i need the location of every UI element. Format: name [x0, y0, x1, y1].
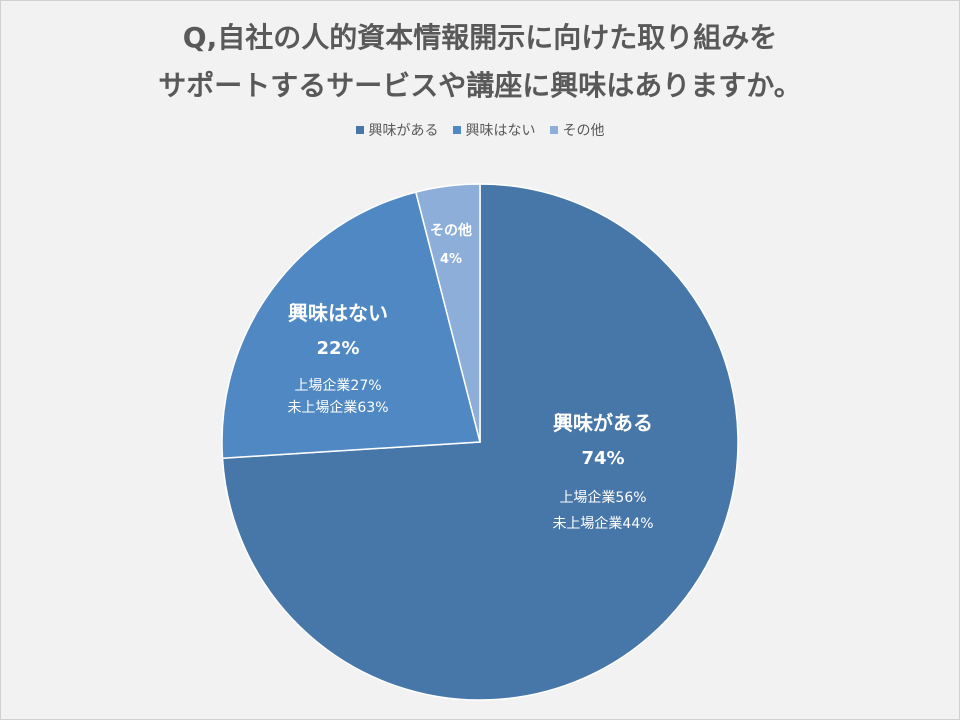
- pie-slice-not-interested: [221, 191, 481, 459]
- slice-label-other: その他: [430, 222, 472, 239]
- chart-title-line-1: Q,自社の人的資本情報開示に向けた取り組みを: [182, 21, 778, 54]
- chart-legend: 興味がある 興味はない その他: [0, 120, 960, 140]
- slice-value-not-interested: 22%: [316, 338, 359, 359]
- legend-swatch-not-interested: [452, 126, 461, 134]
- pie-slice-other: [414, 183, 481, 443]
- legend-item-other: その他: [549, 120, 605, 140]
- legend-label-interested: 興味がある: [368, 123, 439, 139]
- legend-swatch-other: [549, 126, 558, 134]
- chart-title: Q,自社の人的資本情報開示に向けた取り組みを サポートするサービスや講座に興味は…: [0, 14, 960, 110]
- slice-label-interested: 興味がある: [553, 411, 653, 435]
- legend-label-other: その他: [562, 123, 605, 139]
- slice-breakdown-not-interested-1: 上場企業27%: [294, 377, 381, 394]
- legend-swatch-interested: [355, 126, 364, 134]
- chart-title-line-2: サポートするサービスや講座に興味はありますか。: [158, 69, 802, 102]
- slice-breakdown-not-interested-2: 未上場企業63%: [287, 399, 388, 416]
- slice-breakdown-interested-2: 未上場企業44%: [552, 515, 653, 532]
- legend-item-not-interested: 興味はない: [452, 120, 536, 140]
- legend-label-not-interested: 興味はない: [465, 123, 536, 139]
- slice-breakdown-interested-1: 上場企業56%: [559, 489, 646, 506]
- slice-value-other: 4%: [440, 252, 462, 267]
- legend-item-interested: 興味がある: [355, 120, 439, 140]
- slice-label-not-interested: 興味はない: [288, 301, 388, 325]
- slice-value-interested: 74%: [581, 448, 624, 469]
